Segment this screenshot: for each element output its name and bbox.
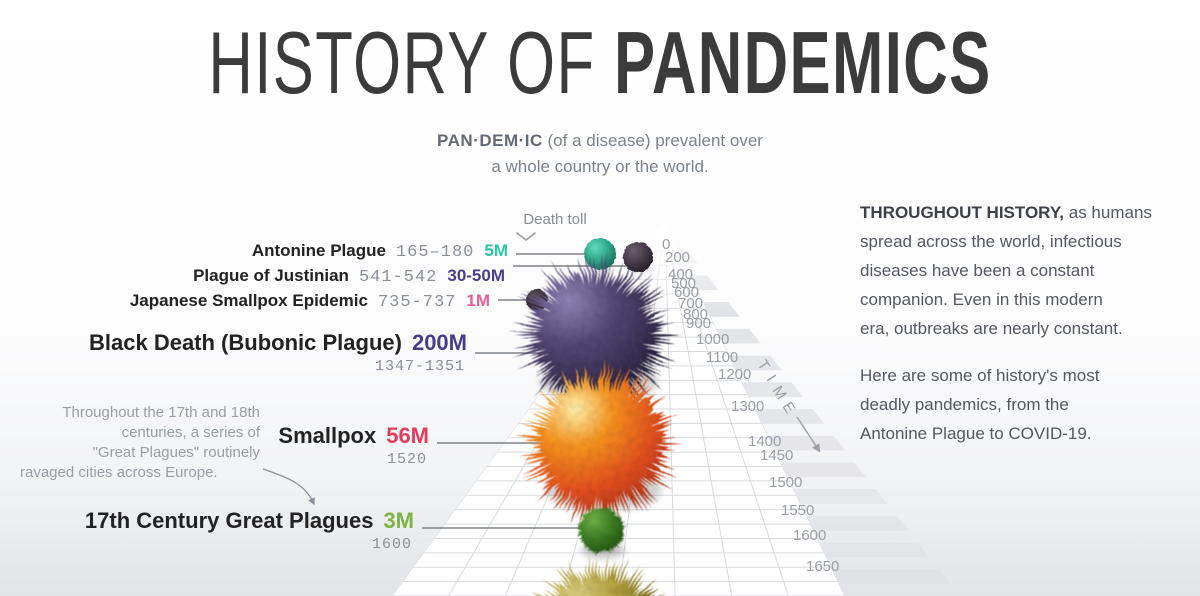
svg-text:1200: 1200 <box>718 366 751 383</box>
svg-text:1500: 1500 <box>769 474 802 491</box>
svg-text:200: 200 <box>665 249 690 266</box>
svg-text:1550: 1550 <box>781 502 814 519</box>
svg-text:900: 900 <box>686 315 711 332</box>
svg-text:1600: 1600 <box>793 527 826 544</box>
svg-text:1450: 1450 <box>760 447 793 464</box>
svg-text:1300: 1300 <box>731 398 764 415</box>
svg-text:1100: 1100 <box>706 349 738 366</box>
svg-text:1650: 1650 <box>806 558 839 575</box>
svg-text:1000: 1000 <box>696 331 729 348</box>
